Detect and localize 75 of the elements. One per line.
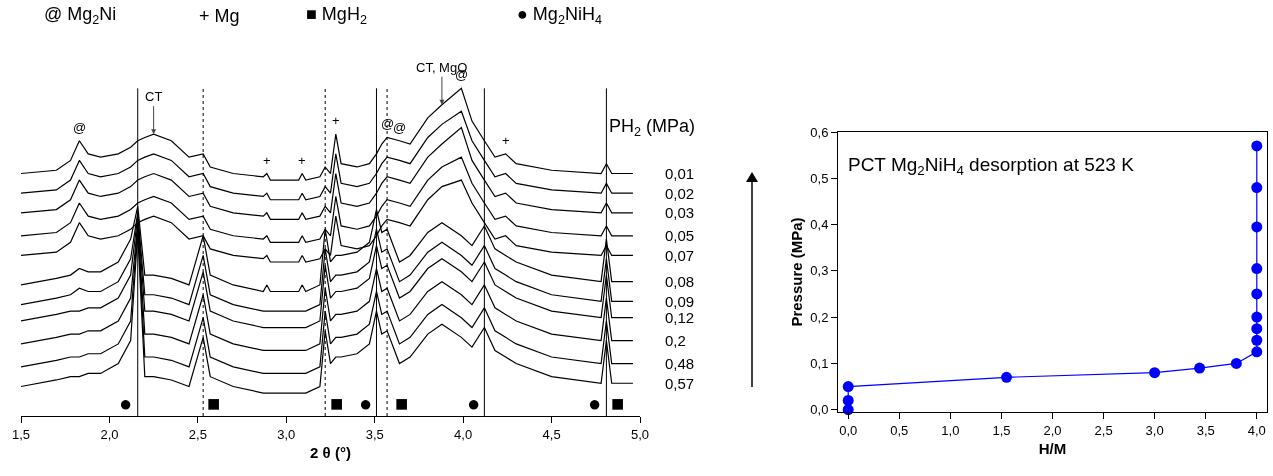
text: 0,07 [665,247,695,264]
text: 0,08 [665,273,695,290]
x-tick-label: 2,5 [188,426,207,442]
point [1251,140,1263,152]
x-tick-label: 1,0 [941,422,960,438]
x-axis-title: 2 θ (°) [310,443,351,461]
x-tick-label: 2,5 [1094,422,1113,438]
annotation: + [332,113,340,128]
point [1001,371,1013,383]
x-tick-label: 3,0 [1145,422,1164,438]
point [1251,346,1263,358]
x-tick-label: 1,5 [11,426,31,442]
x-tick-label: 5,0 [630,426,650,442]
text: 0,02 [665,185,695,202]
x-tick-label: 4,0 [454,426,473,442]
annotation: ■ [395,391,409,416]
point [1251,334,1263,346]
annotation: ■ [207,391,221,416]
annotation: ● [359,391,373,416]
y-tick-label: 0,1 [810,355,829,371]
text: ● Mg$_{2}$NiH$_{4}$ [517,4,602,27]
point [1251,221,1263,233]
text: 0,2 [665,332,686,349]
annotation: @ [73,120,87,135]
x-tick-label: 2,0 [100,426,119,442]
text: + Mg [199,6,240,26]
y-axis-title: Pressure (MPa) [787,217,805,327]
point [1251,288,1263,300]
annotation: ● [588,391,602,416]
x-tick-label: 2,0 [1043,422,1062,438]
x-axis-title: H/M [1038,439,1067,457]
x-tick-label: 3,0 [277,426,296,442]
text: 0,48 [665,355,695,372]
point [842,381,854,393]
annotation: PH$_{2}$ (MPa) [609,116,696,139]
annotation: ■ [330,391,344,416]
annotation: ● [119,391,133,416]
y-tick-label: 0,4 [810,217,829,233]
x-tick-label: 3,5 [365,426,384,442]
annotation: + [298,153,306,168]
text: 0,05 [665,227,695,244]
text: 0,57 [665,375,695,392]
point [1251,311,1263,323]
text: ■ MgH$_{2}$ [306,4,367,27]
text: PCT Mg$_{2}$NiH$_{4}$ desorption at 523 K [847,153,1135,178]
annotation: ● [467,391,481,416]
point [1194,362,1206,374]
y-tick-label: 0,0 [810,402,829,418]
x-tick-label: 3,5 [1196,422,1215,438]
annotation: + [263,153,271,168]
annotation: @ [381,116,395,131]
text: 0,12 [665,309,695,326]
y-tick-label: 0,2 [810,309,829,325]
x-tick-label: 0,5 [890,422,909,438]
text: 0,01 [665,165,695,182]
point [1149,367,1161,379]
text: 0,09 [665,293,695,310]
annotation: CT [145,89,163,104]
text: @ Mg$_{2}$Ni [44,4,117,27]
y-tick-label: 0,6 [810,124,829,140]
x-tick-label: 4,5 [542,426,561,442]
point [1251,263,1263,275]
point [1230,357,1242,369]
annotation: @ [393,120,407,135]
y-tick-label: 0,3 [810,263,829,279]
annotation: ■ [611,391,625,416]
y-tick-label: 0,5 [810,170,829,186]
point [842,394,854,406]
text: 0,03 [665,204,695,221]
x-tick-label: 0,0 [839,422,858,438]
annotation: + [502,133,510,148]
x-tick-label: 4,0 [1247,422,1266,438]
point [1251,182,1263,194]
x-tick-label: 1,5 [992,422,1011,438]
point [1251,323,1263,335]
